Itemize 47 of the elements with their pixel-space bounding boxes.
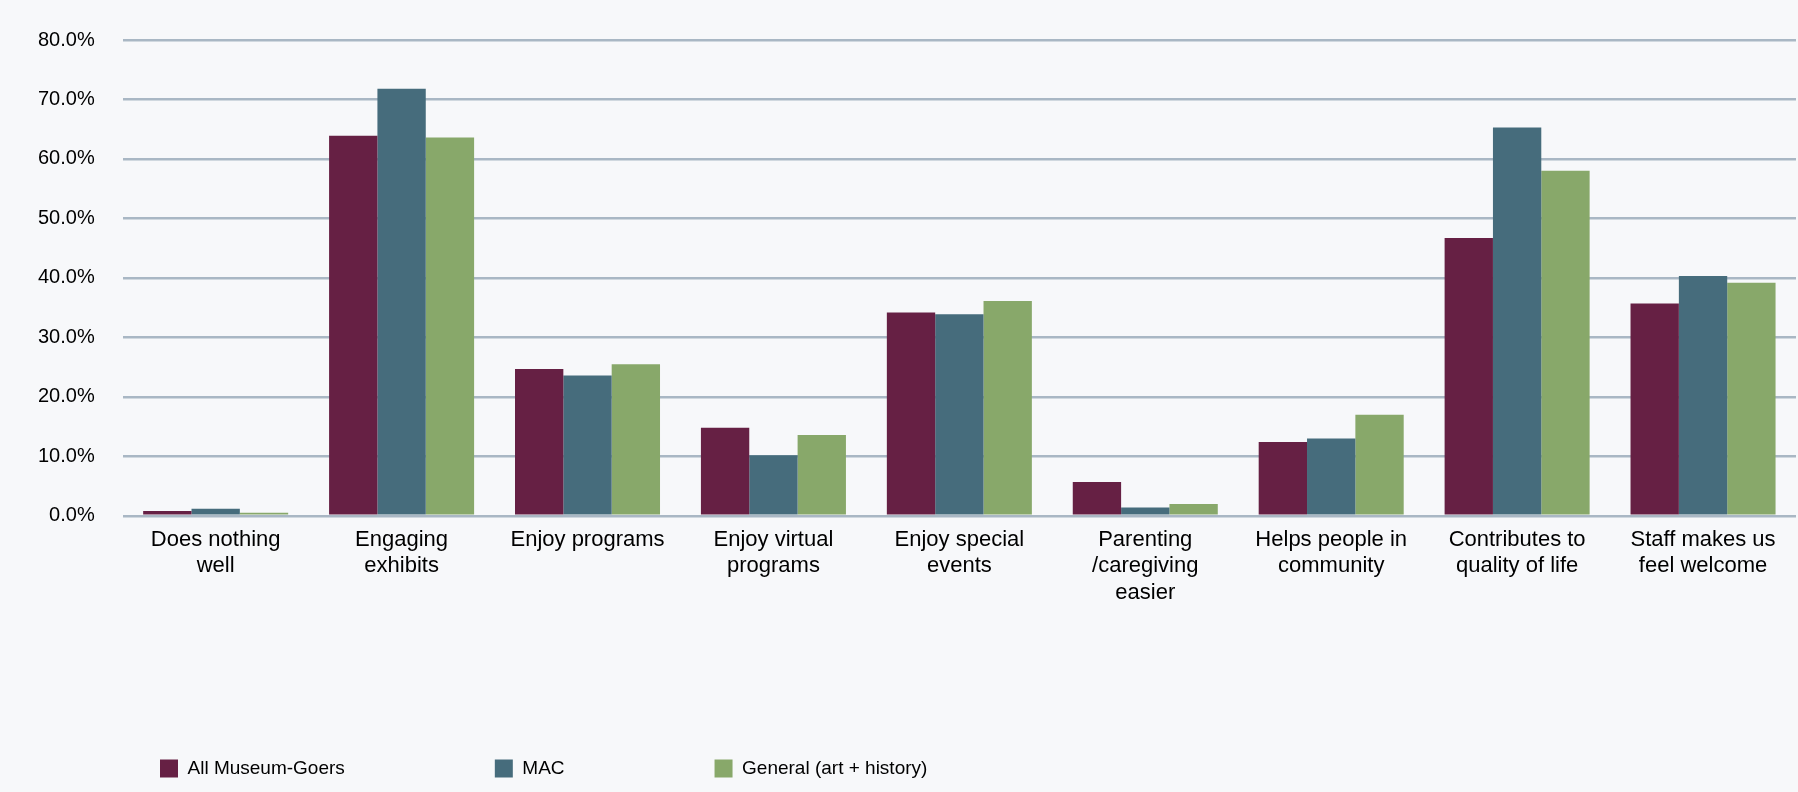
y-tick-label: 10.0% xyxy=(37,443,95,466)
y-tick-label: 80.0% xyxy=(37,27,95,50)
bar xyxy=(1355,414,1404,515)
y-tick-label: 50.0% xyxy=(37,205,95,228)
x-tick-label: Contributes to quality of life xyxy=(1448,526,1586,578)
bar xyxy=(700,427,750,515)
bar xyxy=(1727,282,1776,515)
x-tick-label: Engaging exhibits xyxy=(355,526,449,578)
bar xyxy=(935,314,984,515)
bar xyxy=(1072,481,1122,515)
bar xyxy=(886,312,936,515)
y-tick-label: 20.0% xyxy=(37,384,95,407)
bar xyxy=(749,455,798,515)
bar xyxy=(1169,503,1218,515)
bar xyxy=(191,508,240,515)
bar xyxy=(515,368,564,515)
y-tick-label: 0.0% xyxy=(49,503,95,526)
bar xyxy=(1492,127,1542,515)
y-tick-label: 40.0% xyxy=(37,265,95,288)
bar xyxy=(425,137,475,515)
x-tick-label: Does nothing well xyxy=(150,526,281,578)
legend-label: General (art + history) xyxy=(742,756,928,778)
y-tick-label: 30.0% xyxy=(37,324,95,347)
x-tick-label: Enjoy special events xyxy=(894,526,1025,578)
bar xyxy=(1630,303,1679,515)
bar xyxy=(1258,442,1308,515)
x-tick-label: Enjoy virtual programs xyxy=(713,526,834,578)
bar xyxy=(797,434,846,515)
y-tick-label: 60.0% xyxy=(37,146,95,169)
bar xyxy=(377,88,426,515)
bar xyxy=(1121,507,1170,515)
y-tick-label: 70.0% xyxy=(37,86,95,109)
bar xyxy=(1307,438,1356,515)
legend-label: All Museum-Goers xyxy=(187,756,345,778)
bar xyxy=(143,511,192,515)
x-tick-label: Staff makes us feel welcome xyxy=(1630,526,1776,578)
bar xyxy=(329,135,378,515)
x-tick-label: Helps people in community xyxy=(1255,526,1408,578)
bar xyxy=(563,375,612,515)
x-tick-label: Enjoy programs xyxy=(510,526,665,552)
bar xyxy=(611,364,661,515)
bar xyxy=(1541,170,1590,515)
x-tick-label: Parenting /caregiving easier xyxy=(1092,526,1199,604)
bar xyxy=(1444,238,1493,515)
bar xyxy=(1678,276,1728,515)
legend-label: MAC xyxy=(522,756,565,778)
bar xyxy=(983,301,1032,515)
